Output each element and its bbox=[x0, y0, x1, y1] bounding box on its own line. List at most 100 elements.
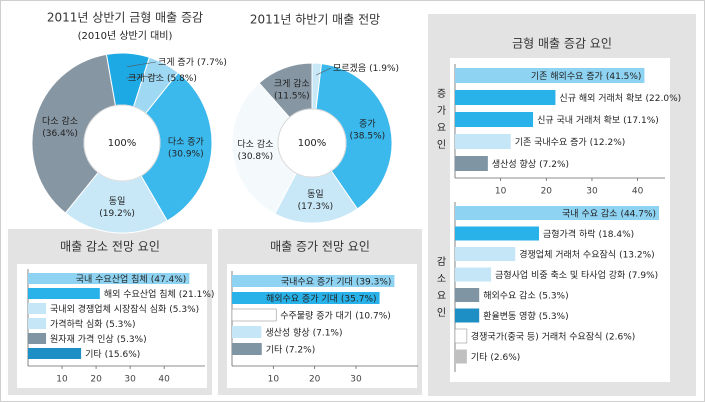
center-label: 100% bbox=[108, 138, 137, 149]
bar-value: (2.6%) bbox=[605, 332, 635, 342]
bar-name: 해외수요 감소 bbox=[483, 289, 536, 301]
slice-name: 크게 증가 bbox=[158, 57, 194, 68]
bar-label: 기타 (7.2%) bbox=[266, 344, 315, 355]
bar-value: (41.5%) bbox=[606, 72, 642, 82]
bar bbox=[455, 68, 645, 83]
slice-label: 증가 (38.5%) bbox=[350, 118, 386, 141]
bar-name: 생산성 향상 bbox=[265, 326, 309, 338]
slice-name: 동일 bbox=[109, 195, 126, 206]
bar-name: 경쟁국가(중국 등) 거래처 수요잠식 bbox=[471, 330, 603, 342]
bar-label: 수주물량 증가 대기 (10.7%) bbox=[280, 309, 391, 321]
slice-value: (7.7%) bbox=[197, 58, 227, 68]
slice-value: (19.2%) bbox=[99, 208, 135, 218]
x-tick-label: 20 bbox=[541, 187, 553, 197]
bar-label: 해외수요 감소 (5.3%) bbox=[483, 289, 568, 301]
bar-value: (2.6%) bbox=[490, 353, 520, 363]
group-label: 증가요인 bbox=[434, 88, 446, 156]
bar-value: (5.3%) bbox=[117, 335, 147, 345]
x-tick-label: 30 bbox=[350, 375, 362, 385]
bar-value: (5.3%) bbox=[169, 305, 199, 315]
slice-label: 크게 감소 (5.8%) bbox=[128, 72, 197, 84]
bar-label: 해외수요 증가 기대 (35.7%) bbox=[266, 292, 377, 304]
slice-name: 크게 감소 bbox=[128, 72, 164, 84]
bar-label: 국내 수요산업 침체 (47.4%) bbox=[76, 274, 187, 285]
slice-label: 동일 (17.3%) bbox=[298, 188, 334, 211]
slice-name: 다소 감소 bbox=[237, 137, 273, 149]
slice-label: 다소 감소 (30.8%) bbox=[237, 137, 273, 161]
bar-value: (10.7%) bbox=[355, 311, 391, 321]
bar-value: (5.3%) bbox=[539, 312, 569, 322]
bar-value: (7.2%) bbox=[285, 345, 315, 355]
bar bbox=[28, 333, 47, 344]
plot-area bbox=[17, 264, 207, 388]
leader-line bbox=[315, 67, 332, 76]
bar bbox=[454, 328, 468, 344]
bar bbox=[28, 318, 47, 329]
bar bbox=[455, 112, 534, 127]
bar-label: 기타 (2.6%) bbox=[471, 352, 520, 363]
bar-name: 국내수요 증가 기대 bbox=[281, 276, 353, 287]
chart-title: 2011년 상반기 금형 매출 증감 bbox=[47, 11, 203, 25]
bar bbox=[28, 303, 47, 314]
bar-value: (39.3%) bbox=[356, 277, 392, 287]
bar-name: 경쟁업체 거래처 수요잠식 bbox=[519, 248, 616, 260]
bar-name: 금형사업 비중 축소 및 타사업 강화 bbox=[495, 269, 625, 281]
bar-name: 해외수요 증가 기대 bbox=[266, 292, 338, 304]
bar-label: 국내외 경쟁업체 시장잠식 심화 (5.3%) bbox=[50, 303, 199, 315]
bar-value: (21.1%) bbox=[179, 290, 215, 300]
bar bbox=[455, 349, 467, 364]
bar bbox=[455, 134, 511, 149]
chart-subtitle: (2010년 상반기 대비) bbox=[78, 30, 173, 42]
center-label: 100% bbox=[298, 138, 327, 149]
bar-value: (7.1%) bbox=[313, 328, 343, 338]
bar-name: 해외 수요산업 침체 bbox=[104, 288, 176, 300]
bar-label: 신규 해외 거래처 확보 (22.0%) bbox=[559, 92, 681, 104]
bar-label: 경쟁국가(중국 등) 거래처 수요잠식 (2.6%) bbox=[471, 330, 635, 342]
slice-name: 증가 bbox=[359, 118, 376, 129]
bar-name: 생산성 향상 bbox=[492, 158, 536, 170]
bar-value: (18.4%) bbox=[599, 230, 635, 240]
bar-name: 수주물량 증가 대기 bbox=[280, 309, 352, 321]
slice-label: 모르겠음 (1.9%) bbox=[333, 63, 399, 74]
slice-value: (30.9%) bbox=[168, 149, 204, 159]
bar bbox=[231, 308, 277, 322]
x-tick-label: 10 bbox=[56, 375, 68, 385]
x-tick-label: 20 bbox=[90, 375, 102, 385]
leader-line bbox=[127, 61, 157, 67]
bar-name: 가격하락 심화 bbox=[50, 318, 103, 330]
bar-label: 경쟁업체 거래처 수요잠식 (13.2%) bbox=[519, 248, 654, 260]
bar-value: (17.1%) bbox=[623, 116, 659, 126]
bar-value: (15.6%) bbox=[105, 350, 141, 360]
bar-value: (7.2%) bbox=[539, 160, 569, 170]
bar bbox=[455, 206, 660, 220]
slice-name: 다소 감소 bbox=[42, 114, 78, 126]
bar bbox=[28, 288, 100, 299]
chart-title: 2011년 하반기 매출 전망 bbox=[250, 13, 380, 27]
bar-name: 기타 bbox=[471, 352, 488, 363]
x-tick-label: 40 bbox=[632, 187, 644, 197]
x-tick-label: 40 bbox=[158, 375, 170, 385]
bar bbox=[455, 156, 488, 171]
bar-label: 해외 수요산업 침체 (21.1%) bbox=[104, 288, 215, 300]
x-tick-label: 10 bbox=[268, 375, 280, 385]
bar bbox=[455, 288, 480, 302]
bar-label: 국내 수요 감소 (44.7%) bbox=[562, 207, 656, 219]
x-tick-label: 30 bbox=[586, 187, 598, 197]
bar-label: 금형사업 비중 축소 및 타사업 강화 (7.9%) bbox=[495, 269, 658, 281]
bar bbox=[455, 267, 492, 282]
bar-name: 기타 bbox=[85, 349, 102, 360]
slice-value: (1.9%) bbox=[369, 64, 399, 74]
bar bbox=[232, 326, 262, 338]
bar-value: (5.3%) bbox=[106, 320, 136, 330]
slice-label: 동일 (19.2%) bbox=[99, 195, 135, 218]
slice-value: (30.8%) bbox=[238, 151, 274, 161]
slice-name: 다소 증가 bbox=[168, 136, 204, 147]
slice-value: (5.8%) bbox=[167, 74, 197, 84]
donut-hole-ring bbox=[83, 104, 161, 182]
bar-name: 기존 국내수요 증가 bbox=[515, 137, 587, 148]
bar-name: 국내 수요산업 침체 bbox=[76, 274, 148, 285]
slice-label: 다소 증가 (30.9%) bbox=[168, 136, 204, 159]
x-tick-label: 30 bbox=[124, 375, 136, 385]
slice-value: (38.5%) bbox=[350, 131, 386, 141]
